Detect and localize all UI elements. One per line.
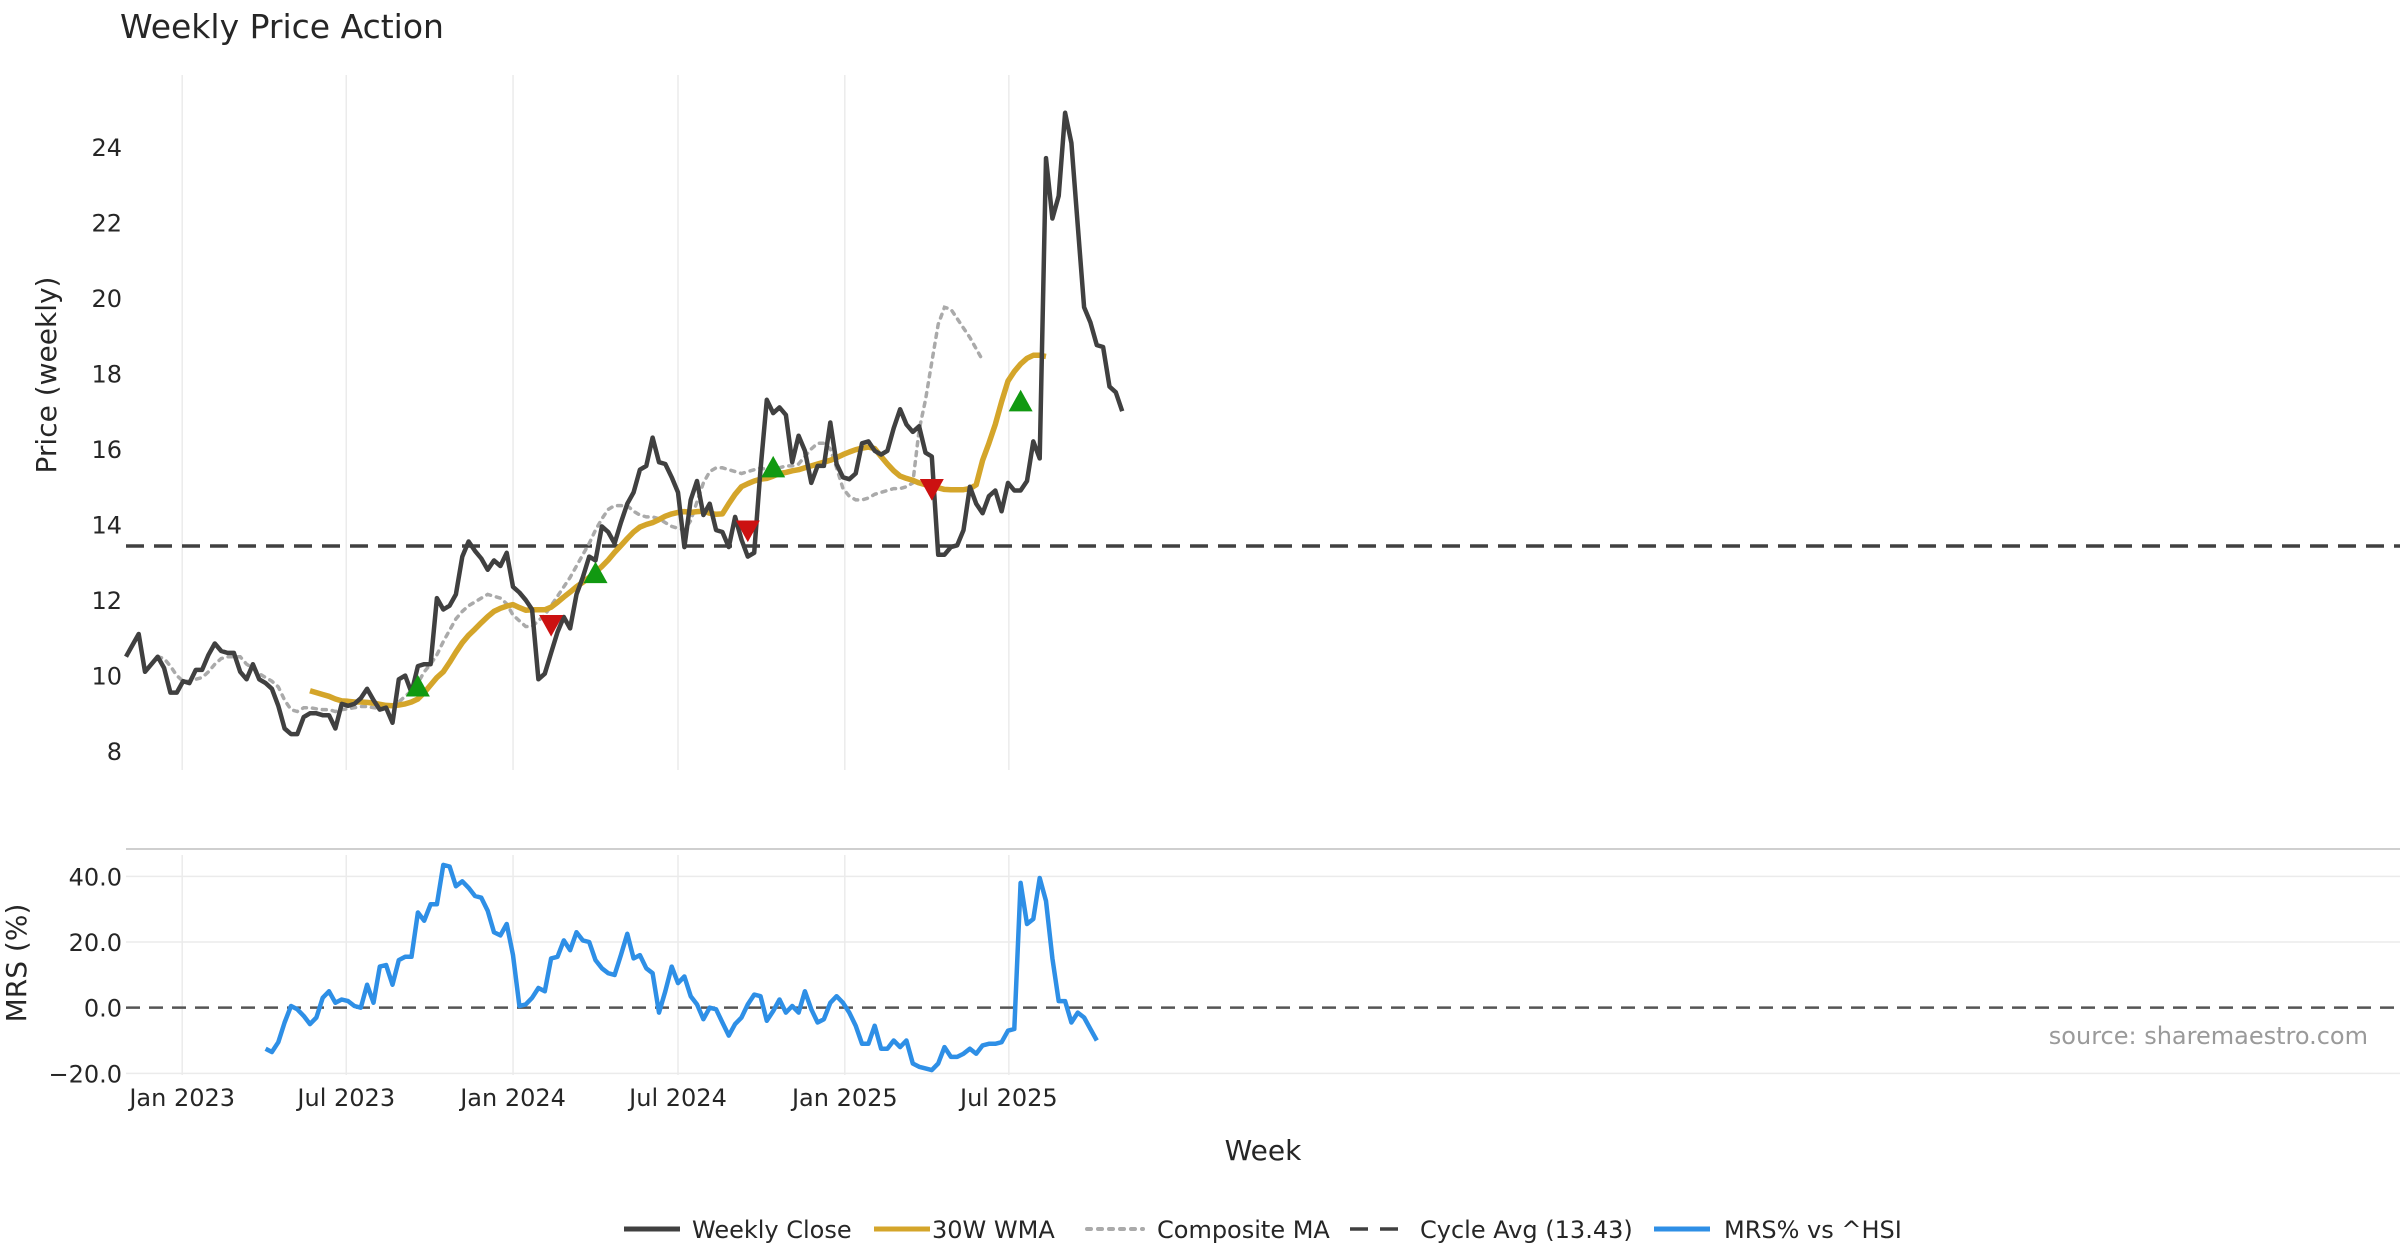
legend-label: 30W WMA xyxy=(932,1216,1055,1244)
price-y-tick-label: 24 xyxy=(91,134,122,162)
price-panel: 8 10 12 14 16 18 20 22 24 Price (weekly) xyxy=(30,75,2400,770)
price-y-tick-labels: 8 10 12 14 16 18 20 22 24 xyxy=(91,134,122,766)
signal-markers xyxy=(405,389,1033,697)
x-tick-label: Jul 2023 xyxy=(295,1084,395,1112)
price-y-tick-label: 20 xyxy=(91,285,122,313)
sell-signal-marker xyxy=(919,479,944,501)
x-axis-title: Week xyxy=(1225,1134,1302,1167)
price-gridlines xyxy=(181,75,1010,770)
chart-title: Weekly Price Action xyxy=(120,7,444,46)
price-y-tick-label: 14 xyxy=(91,511,122,539)
legend-label: Cycle Avg (13.43) xyxy=(1420,1216,1633,1244)
sell-signal-marker xyxy=(735,520,760,543)
mrs-axis-title: MRS (%) xyxy=(0,904,33,1023)
price-y-tick-label: 12 xyxy=(91,587,122,615)
buy-signal-marker xyxy=(583,561,608,584)
mrs-panel: 40.0 20.0 0.0 −20.0 MRS (%) source: sharema… xyxy=(0,848,2400,1088)
x-tick-label: Jul 2024 xyxy=(627,1084,727,1112)
x-tick-label: Jan 2024 xyxy=(458,1084,566,1112)
mrs-gridlines xyxy=(126,855,2400,1075)
mrs-y-tick-label: 20.0 xyxy=(69,929,122,957)
mrs-y-tick-label: −20.0 xyxy=(48,1060,122,1088)
legend-label: Weekly Close xyxy=(692,1216,852,1244)
mrs-y-tick-labels: 40.0 20.0 0.0 −20.0 xyxy=(48,863,122,1088)
x-tick-labels: Jan 2023 Jul 2023 Jan 2024 Jul 2024 Jan 2025… xyxy=(127,1084,1057,1112)
x-tick-label: Jan 2023 xyxy=(127,1084,235,1112)
legend: Weekly Close 30W WMA Composite MA Cycle Avg… xyxy=(624,1216,1902,1244)
price-y-tick-label: 10 xyxy=(91,663,122,691)
legend-label: MRS% vs ^HSI xyxy=(1724,1216,1902,1244)
price-axis-title: Price (weekly) xyxy=(30,277,63,474)
source-label: source: sharemaestro.com xyxy=(2049,1022,2368,1050)
buy-signal-marker xyxy=(761,455,786,478)
x-tick-label: Jul 2025 xyxy=(958,1084,1058,1112)
series-weekly-close xyxy=(124,110,1125,737)
price-y-tick-label: 16 xyxy=(91,436,122,464)
price-y-tick-label: 18 xyxy=(91,360,122,388)
mrs-y-tick-label: 40.0 xyxy=(69,863,122,891)
mrs-y-tick-label: 0.0 xyxy=(84,995,122,1023)
buy-signal-marker xyxy=(1008,389,1033,412)
x-tick-label: Jan 2025 xyxy=(790,1084,898,1112)
series-composite-ma xyxy=(155,305,985,714)
legend-label: Composite MA xyxy=(1157,1216,1330,1244)
price-y-tick-label: 22 xyxy=(91,209,122,237)
buy-signal-marker xyxy=(405,674,430,697)
sell-signal-marker xyxy=(539,614,564,637)
series-mrs-vs-hsi xyxy=(264,862,1099,1073)
price-y-tick-label: 8 xyxy=(107,738,122,766)
